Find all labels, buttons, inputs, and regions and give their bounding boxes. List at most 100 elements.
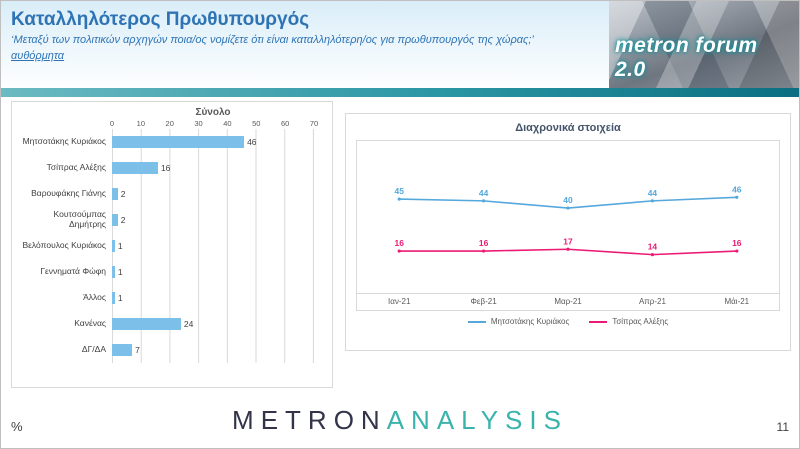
line-x-tick: Ιαν-21 — [387, 297, 411, 306]
line-data-label: 40 — [563, 195, 573, 205]
legend-label: Μητσοτάκης Κυριάκος — [490, 317, 570, 326]
line-point — [397, 249, 401, 253]
bar-value-label: 2 — [120, 189, 126, 199]
bar-row: Βελόπουλος Κυριάκος 1 — [18, 233, 314, 259]
bar-track: 1 — [112, 285, 314, 311]
bar-x-tick: 40 — [223, 119, 232, 128]
legend-item: Μητσοτάκης Κυριάκος — [467, 317, 570, 326]
line-legend: Μητσοτάκης Κυριάκος Τσίπρας Αλέξης — [356, 317, 780, 326]
brand-analysis: ANALYSIS — [386, 405, 568, 435]
page-title: Καταλληλότερος Πρωθυπουργός — [11, 9, 310, 30]
line-point — [566, 206, 570, 210]
page-number: 11 — [776, 420, 789, 434]
bar — [112, 162, 158, 174]
line-point — [650, 253, 654, 257]
bar-row: Κουτσούμπας Δημήτρης 2 — [18, 207, 314, 233]
line-point — [482, 199, 486, 203]
bar-track: 1 — [112, 259, 314, 285]
bar — [112, 292, 115, 304]
line-data-label: 44 — [648, 188, 658, 198]
bar-value-label: 1 — [117, 293, 123, 303]
header: Καταλληλότερος Πρωθυπουργός ‘Μεταξύ των … — [1, 1, 799, 88]
line-x-tick: Μάι-21 — [724, 297, 750, 306]
bar-row: Μητσοτάκης Κυριάκος 46 — [18, 129, 314, 155]
bar-x-tick: 30 — [194, 119, 203, 128]
line-x-tick: Απρ-21 — [638, 297, 666, 306]
bar-category-label: Τσίπρας Αλέξης — [46, 162, 106, 173]
line-data-label: 16 — [395, 238, 405, 248]
legend-line-swatch — [589, 320, 608, 323]
bar-category-label: Γεννηματά Φώφη — [40, 266, 106, 277]
bar-x-axis: 0 10 20 30 40 50 60 70 — [109, 118, 318, 129]
line-chart-svg: 45 44 40 44 46 16 16 17 14 16 — [395, 184, 742, 257]
bar-track: 16 — [112, 155, 314, 181]
bar-category-label: Άλλος — [83, 292, 106, 303]
metron-analysis-logo: METRONANALYSIS — [1, 405, 799, 436]
bar-chart-title: Σύνολο — [195, 107, 231, 118]
line-point — [735, 195, 739, 199]
bar-category-label: Βαρουφάκης Γιάνης — [31, 188, 106, 199]
line-chart-title: Διαχρονικά στοιχεία — [515, 122, 621, 134]
line-chart-panel: Διαχρονικά στοιχεία 45 44 40 44 46 16 16 17 14 16… — [345, 113, 791, 351]
bar-value-label: 46 — [247, 137, 257, 147]
percent-label: % — [11, 419, 23, 434]
bar-value-label: 2 — [120, 215, 126, 225]
bar — [112, 136, 245, 148]
bar-category-label: Μητσοτάκης Κυριάκος — [22, 136, 106, 147]
bar-category-label: Κουτσούμπας Δημήτρης — [53, 209, 106, 229]
bar-x-tick: 60 — [280, 119, 290, 128]
bar — [112, 318, 181, 330]
bar — [112, 188, 118, 200]
line-data-label: 44 — [479, 188, 489, 198]
bar-track: 1 — [112, 233, 314, 259]
bar-category-label: Κανένας — [74, 318, 106, 329]
bar-track: 7 — [112, 337, 314, 363]
legend-line-swatch — [467, 320, 486, 323]
bar-category-label: Βελόπουλος Κυριάκος — [22, 240, 106, 251]
bar-x-tick: 20 — [165, 119, 174, 128]
line-data-label: 16 — [732, 238, 742, 248]
bar — [112, 266, 115, 278]
bar-row: Βαρουφάκης Γιάνης 2 — [18, 181, 314, 207]
line-point — [482, 249, 486, 253]
bar-category-label: ΔΓ/ΔΑ — [81, 344, 106, 355]
bar-row: Άλλος 1 — [18, 285, 314, 311]
bar — [112, 214, 118, 226]
bar-chart-panel: Σύνολο 0 10 20 30 40 50 60 70 Μητσοτάκης Κυριάκ… — [11, 101, 333, 388]
bar-row: Γεννηματά Φώφη 1 — [18, 259, 314, 285]
bar-rows: Μητσοτάκης Κυριάκος 46 Τσίπρας Αλέξης 16 Βαρ… — [18, 129, 314, 363]
line-data-label: 16 — [479, 238, 489, 248]
line-point — [735, 249, 739, 253]
bar-row: Κανένας 24 — [18, 311, 314, 337]
line-data-label: 45 — [395, 186, 405, 196]
legend-label: Τσίπρας Αλέξης — [612, 317, 669, 326]
bar-track: 2 — [112, 181, 314, 207]
bar-track: 24 — [112, 311, 314, 337]
note-link[interactable]: αυθόρμητα — [11, 50, 65, 62]
bar-value-label: 7 — [135, 345, 140, 355]
bar-row: Τσίπρας Αλέξης 16 — [18, 155, 314, 181]
line-data-label: 17 — [563, 236, 573, 246]
bar-value-label: 1 — [117, 267, 123, 277]
line-x-tick: Φεβ-21 — [470, 297, 497, 306]
bar-track: 46 — [112, 129, 314, 155]
line-x-labels: Ιαν-21 Φεβ-21 Μαρ-21 Απρ-21 Μάι-21 — [357, 293, 779, 310]
bar-x-tick: 10 — [136, 119, 146, 128]
bar-x-tick: 50 — [252, 119, 261, 128]
bar-row: ΔΓ/ΔΑ 7 — [18, 337, 314, 363]
line-point — [397, 197, 401, 201]
bar-x-tick: 0 — [109, 119, 115, 128]
line-x-tick: Μαρ-21 — [554, 297, 582, 306]
bar-value-label: 24 — [183, 319, 194, 329]
line-data-label: 14 — [648, 242, 658, 252]
bar — [112, 344, 133, 356]
bar-track: 2 — [112, 207, 314, 233]
bar — [112, 240, 115, 252]
line-plot-box: 45 44 40 44 46 16 16 17 14 16 Ιαν-21 Φεβ-21 Μαρ-21 Α… — [356, 140, 780, 311]
subtitle: ‘Μεταξύ των πολιτικών αρχηγών ποια/ος νο… — [11, 34, 534, 46]
legend-item: Τσίπρας Αλέξης — [589, 317, 668, 326]
line-point — [566, 247, 570, 251]
bar-value-label: 1 — [117, 241, 123, 251]
header-divider — [1, 88, 799, 97]
